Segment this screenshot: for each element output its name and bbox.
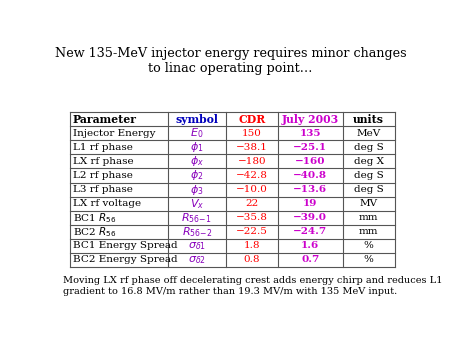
Text: $\phi_x$: $\phi_x$	[190, 154, 204, 168]
Text: deg S: deg S	[354, 185, 383, 194]
Text: −160: −160	[295, 157, 325, 166]
Text: −25.1: −25.1	[293, 143, 327, 152]
Text: deg X: deg X	[354, 157, 383, 166]
Text: Parameter: Parameter	[73, 114, 137, 125]
Text: 0.7: 0.7	[301, 256, 320, 264]
Text: $\phi_3$: $\phi_3$	[190, 183, 203, 197]
Text: Moving LX rf phase off decelerating crest adds energy chirp and reduces L1
gradi: Moving LX rf phase off decelerating cres…	[63, 276, 443, 296]
Text: %: %	[364, 241, 374, 250]
Text: BC2 $R_{56}$: BC2 $R_{56}$	[73, 225, 116, 239]
Text: July 2003: July 2003	[282, 114, 339, 125]
Text: mm: mm	[359, 227, 378, 236]
Text: BC1 Energy Spread: BC1 Energy Spread	[73, 241, 177, 250]
Text: deg S: deg S	[354, 171, 383, 180]
Text: CDR: CDR	[238, 114, 266, 125]
Text: −42.8: −42.8	[236, 171, 268, 180]
Text: −39.0: −39.0	[293, 213, 327, 222]
Text: −40.8: −40.8	[293, 171, 327, 180]
Text: BC2 Energy Spread: BC2 Energy Spread	[73, 256, 177, 264]
Text: mm: mm	[359, 213, 378, 222]
Text: $\phi_1$: $\phi_1$	[190, 140, 203, 154]
Text: 150: 150	[242, 129, 262, 138]
Text: −24.7: −24.7	[293, 227, 327, 236]
Text: $\sigma_{\delta2}$: $\sigma_{\delta2}$	[188, 254, 206, 266]
Text: 19: 19	[303, 199, 317, 208]
Text: LX rf phase: LX rf phase	[73, 157, 133, 166]
Text: MV: MV	[360, 199, 378, 208]
Text: $\sigma_{\delta1}$: $\sigma_{\delta1}$	[188, 240, 206, 252]
Text: −22.5: −22.5	[236, 227, 268, 236]
Text: $R_{56\mathsf{-1}}$: $R_{56\mathsf{-1}}$	[181, 211, 212, 225]
Text: L2 rf phase: L2 rf phase	[73, 171, 133, 180]
Text: L1 rf phase: L1 rf phase	[73, 143, 133, 152]
Text: %: %	[364, 256, 374, 264]
Text: 1.6: 1.6	[301, 241, 320, 250]
Text: $E_0$: $E_0$	[190, 126, 203, 140]
Text: units: units	[353, 114, 384, 125]
Text: 1.8: 1.8	[243, 241, 260, 250]
Text: deg S: deg S	[354, 143, 383, 152]
Text: −35.8: −35.8	[236, 213, 268, 222]
Text: −38.1: −38.1	[236, 143, 268, 152]
Text: $V_x$: $V_x$	[189, 197, 204, 211]
Text: symbol: symbol	[175, 114, 218, 125]
Text: LX rf voltage: LX rf voltage	[73, 199, 141, 208]
Text: −10.0: −10.0	[236, 185, 268, 194]
Text: 135: 135	[299, 129, 321, 138]
Text: L3 rf phase: L3 rf phase	[73, 185, 133, 194]
Text: Injector Energy: Injector Energy	[73, 129, 155, 138]
Text: −13.6: −13.6	[293, 185, 327, 194]
Text: New 135-MeV injector energy requires minor changes
to linac operating point…: New 135-MeV injector energy requires min…	[55, 47, 406, 75]
Text: $R_{56\mathsf{-2}}$: $R_{56\mathsf{-2}}$	[181, 225, 212, 239]
Text: MeV: MeV	[356, 129, 381, 138]
Text: 22: 22	[245, 199, 258, 208]
Text: −180: −180	[238, 157, 266, 166]
Text: $\phi_2$: $\phi_2$	[190, 168, 203, 183]
Text: 0.8: 0.8	[243, 256, 260, 264]
Text: BC1 $R_{56}$: BC1 $R_{56}$	[73, 211, 116, 225]
